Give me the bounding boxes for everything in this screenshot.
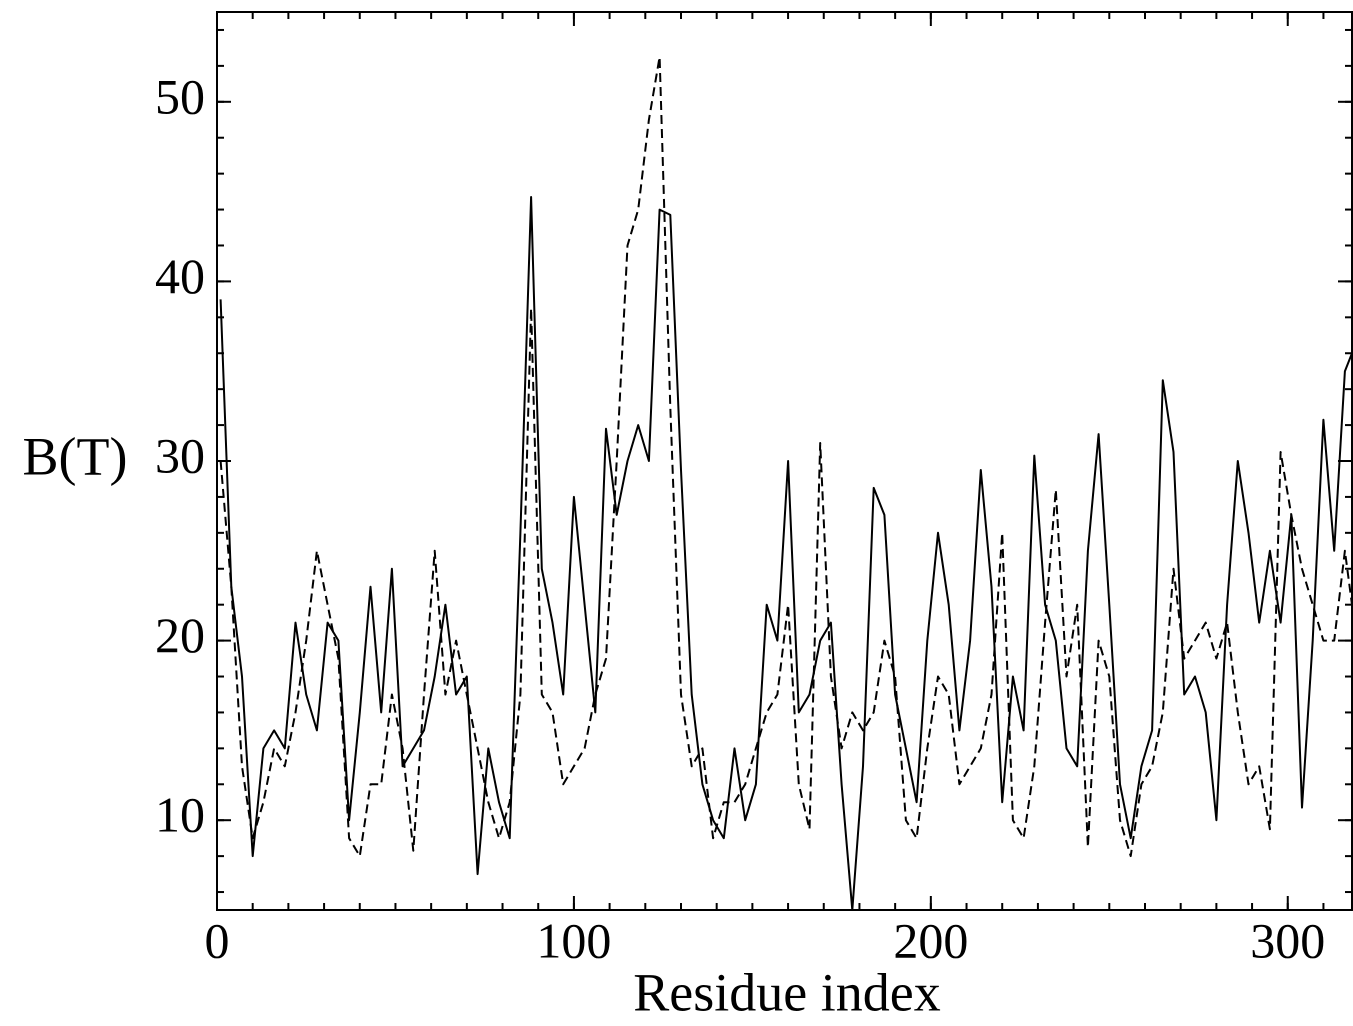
x-tick-label: 0 <box>205 912 230 968</box>
y-tick-label: 10 <box>155 787 205 843</box>
y-tick-label: 30 <box>155 427 205 483</box>
x-axis-label: Residue index <box>633 962 940 1022</box>
x-tick-label: 300 <box>1250 912 1325 968</box>
x-tick-label: 100 <box>536 912 611 968</box>
y-tick-label: 50 <box>155 68 205 124</box>
y-tick-label: 40 <box>155 248 205 304</box>
x-tick-label: 200 <box>893 912 968 968</box>
series-line <box>219 196 1353 911</box>
plot-frame <box>216 11 1353 911</box>
series-line <box>219 55 1353 858</box>
y-axis-label: B(T) <box>23 426 128 486</box>
y-tick-label: 20 <box>155 607 205 663</box>
